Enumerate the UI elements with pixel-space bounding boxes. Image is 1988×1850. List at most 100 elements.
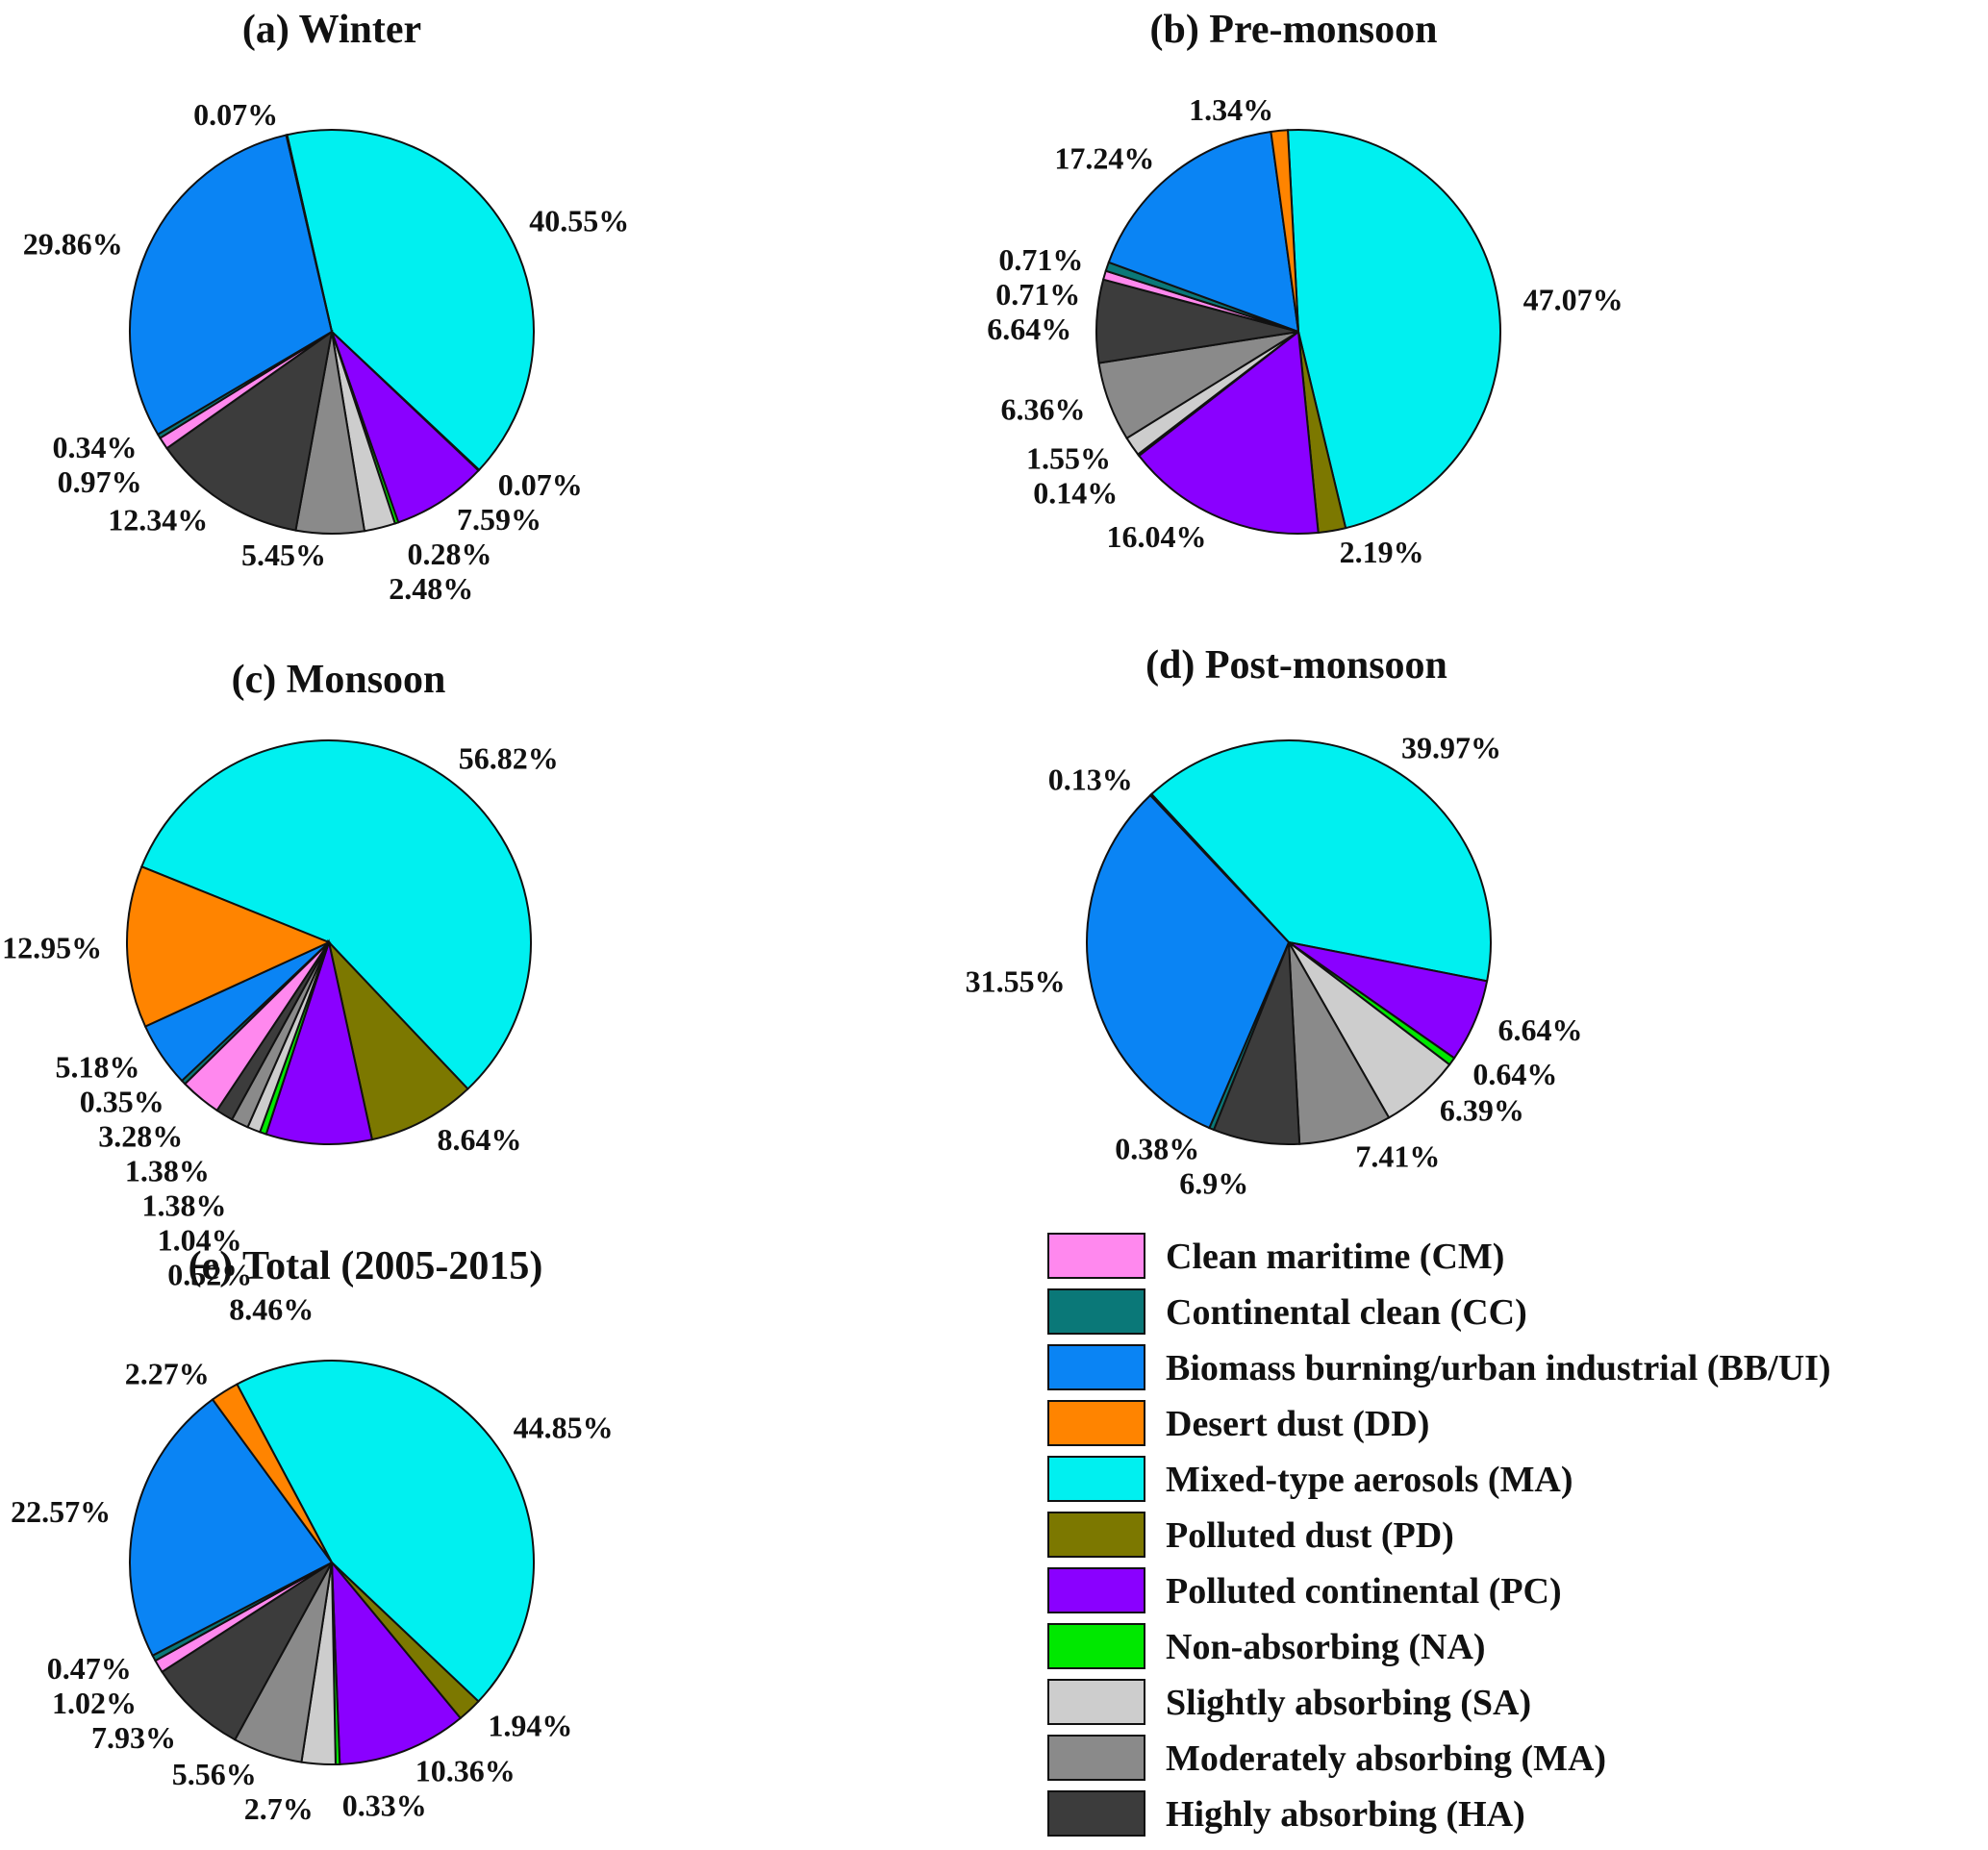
pie-data-label-pc: 7.59% <box>457 502 541 537</box>
pie-data-label-bbui: 29.86% <box>23 227 123 262</box>
pie-data-label-ha: 6.64% <box>987 312 1071 346</box>
legend-label: Continental clean (CC) <box>1166 1292 1527 1333</box>
pie-slice-bbui <box>1086 793 1291 1130</box>
legend-label: Non-absorbing (NA) <box>1166 1627 1486 1667</box>
pie-data-label-dd: 0.07% <box>193 97 278 132</box>
pie-data-label-mix: 47.07% <box>1523 283 1623 317</box>
legend-swatch <box>1047 1344 1145 1390</box>
pie-data-label-pd: 2.19% <box>1340 535 1424 569</box>
legend-label: Mixed-type aerosols (MA) <box>1166 1460 1573 1500</box>
pie-data-label-na: 0.14% <box>1033 476 1118 511</box>
pie-data-label-dd: 0.13% <box>1048 762 1133 796</box>
legend-swatch <box>1047 1400 1145 1446</box>
pie-data-label-sa: 2.48% <box>389 571 473 606</box>
pie-data-label-cm: 0.97% <box>58 464 142 499</box>
pie-data-label-cm: 1.02% <box>52 1686 137 1720</box>
legend-item-pd: Polluted dust (PD) <box>1047 1512 1454 1558</box>
pie-slice-bbui <box>129 134 334 437</box>
pie-title: (e) Total (2005-2015) <box>189 1244 543 1288</box>
legend-item-cm: Clean maritime (CM) <box>1047 1233 1504 1279</box>
pie-data-label-sa: 1.04% <box>158 1223 242 1258</box>
legend-swatch <box>1047 1288 1145 1335</box>
pie-data-label-mix: 44.85% <box>514 1411 614 1445</box>
pie-data-label-mod: 5.56% <box>172 1757 257 1791</box>
pie-data-label-bbui: 17.24% <box>1054 140 1154 175</box>
pie-data-label-bbui: 5.18% <box>56 1050 140 1085</box>
pie-slice-pc <box>264 938 374 1145</box>
pie-slice-bbui <box>129 1398 334 1658</box>
pie-data-label-na: 0.64% <box>1472 1057 1557 1091</box>
legend-item-pc: Polluted continental (PC) <box>1047 1567 1562 1613</box>
legend-swatch <box>1047 1623 1145 1669</box>
legend-item-ha: Highly absorbing (HA) <box>1047 1790 1525 1837</box>
pie-data-label-mod: 5.45% <box>241 538 326 572</box>
legend-swatch <box>1047 1679 1145 1725</box>
legend-label: Polluted continental (PC) <box>1166 1571 1562 1612</box>
pie-slice-mix <box>1286 129 1501 530</box>
legend-swatch <box>1047 1790 1145 1837</box>
pie-slice-bbui <box>1107 130 1300 334</box>
pie-data-label-na: 0.33% <box>342 1788 427 1823</box>
pie-data-label-na: 0.52% <box>167 1258 252 1292</box>
pie-data-label-mix: 39.97% <box>1401 730 1501 764</box>
pie-slice-dd <box>1270 129 1299 333</box>
pie-data-label-dd: 12.95% <box>2 930 102 964</box>
legend-label: Highly absorbing (HA) <box>1166 1794 1525 1835</box>
pie-title: (b) Pre-monsoon <box>1149 8 1437 52</box>
pie-slice-ha <box>165 329 334 532</box>
pie-title: (c) Monsoon <box>232 658 446 702</box>
pie-data-label-mod: 6.36% <box>1001 392 1086 427</box>
pie-slice-pc <box>331 331 480 524</box>
pie-slice-dd <box>211 1383 333 1563</box>
pie-data-label-pd: 0.07% <box>498 467 583 502</box>
pie-data-label-mod: 7.41% <box>1355 1139 1440 1174</box>
pie-slice-mix <box>286 129 535 472</box>
pie-data-label-pc: 8.46% <box>229 1292 314 1327</box>
pie-slice-pd <box>327 938 469 1141</box>
pie-slice-ha <box>161 1562 333 1741</box>
legend-label: Desert dust (DD) <box>1166 1404 1429 1444</box>
legend-label: Polluted dust (PD) <box>1166 1515 1454 1556</box>
legend-item-mod: Moderately absorbing (MA) <box>1047 1735 1606 1781</box>
pie-data-label-bbui: 22.57% <box>11 1494 111 1529</box>
pie-data-label-mix: 56.82% <box>459 740 559 775</box>
legend-item-bbui: Biomass burning/urban industrial (BB/UI) <box>1047 1344 1831 1390</box>
pie-data-label-dd: 2.27% <box>125 1356 210 1390</box>
pie-data-label-ha: 12.34% <box>108 503 208 538</box>
pie-data-label-pd: 8.64% <box>438 1122 522 1157</box>
pie-data-label-cm: 0.71% <box>995 277 1080 312</box>
legend-swatch <box>1047 1735 1145 1781</box>
legend-label: Moderately absorbing (MA) <box>1166 1738 1606 1779</box>
pie-data-label-bbui: 31.55% <box>966 964 1066 999</box>
legend-swatch <box>1047 1456 1145 1502</box>
pie-b-pre-monsoon: (b) Pre-monsoon 47.07% 2.19% 16.04% 0.14%1.5… <box>987 8 1623 569</box>
pie-data-label-pd: 1.94% <box>488 1709 572 1743</box>
legend-label: Slightly absorbing (SA) <box>1166 1683 1531 1723</box>
pie-data-label-pc: 16.04% <box>1107 519 1207 554</box>
pie-data-label-cc: 0.71% <box>998 242 1083 277</box>
pie-data-label-mod: 1.38% <box>142 1188 227 1223</box>
pie-c-monsoon: (c) Monsoon 56.82% 8.64% 8.46%0.52%1.04%1.3… <box>2 658 559 1327</box>
pie-data-label-mix: 40.55% <box>529 204 629 238</box>
legend-item-dd: Desert dust (DD) <box>1047 1400 1429 1446</box>
pie-d-post-monsoon: (d) Post-monsoon 39.97% 6.64% 0.64%6.39%7.4… <box>966 643 1583 1200</box>
pie-data-label-na: 0.28% <box>408 537 492 571</box>
pie-slice-dd <box>1148 792 1290 943</box>
pie-slice-mix <box>236 1360 535 1703</box>
legend-item-mix: Mixed-type aerosols (MA) <box>1047 1456 1573 1502</box>
pie-data-label-sa: 2.7% <box>244 1791 314 1826</box>
pie-slice-dd <box>125 865 332 1028</box>
legend-swatch <box>1047 1233 1145 1279</box>
legend-item-na: Non-absorbing (NA) <box>1047 1623 1486 1669</box>
pie-panels: (a) Winter40.55%0.07%7.59%0.28%2.48%5.45… <box>2 8 1623 1826</box>
legend-swatch <box>1047 1567 1145 1613</box>
legend-swatch <box>1047 1512 1145 1558</box>
pie-slice-pc <box>1137 330 1320 535</box>
pie-data-label-pc: 10.36% <box>415 1754 516 1788</box>
pie-data-label-cc: 0.34% <box>53 430 138 464</box>
pie-slice-dd <box>285 134 333 333</box>
pie-data-label-cc: 0.38% <box>1115 1131 1199 1165</box>
pie-e-total-2005-2015: (e) Total (2005-2015)44.85%1.94%10.36%0.… <box>11 1244 614 1826</box>
pie-title: (a) Winter <box>242 8 421 52</box>
